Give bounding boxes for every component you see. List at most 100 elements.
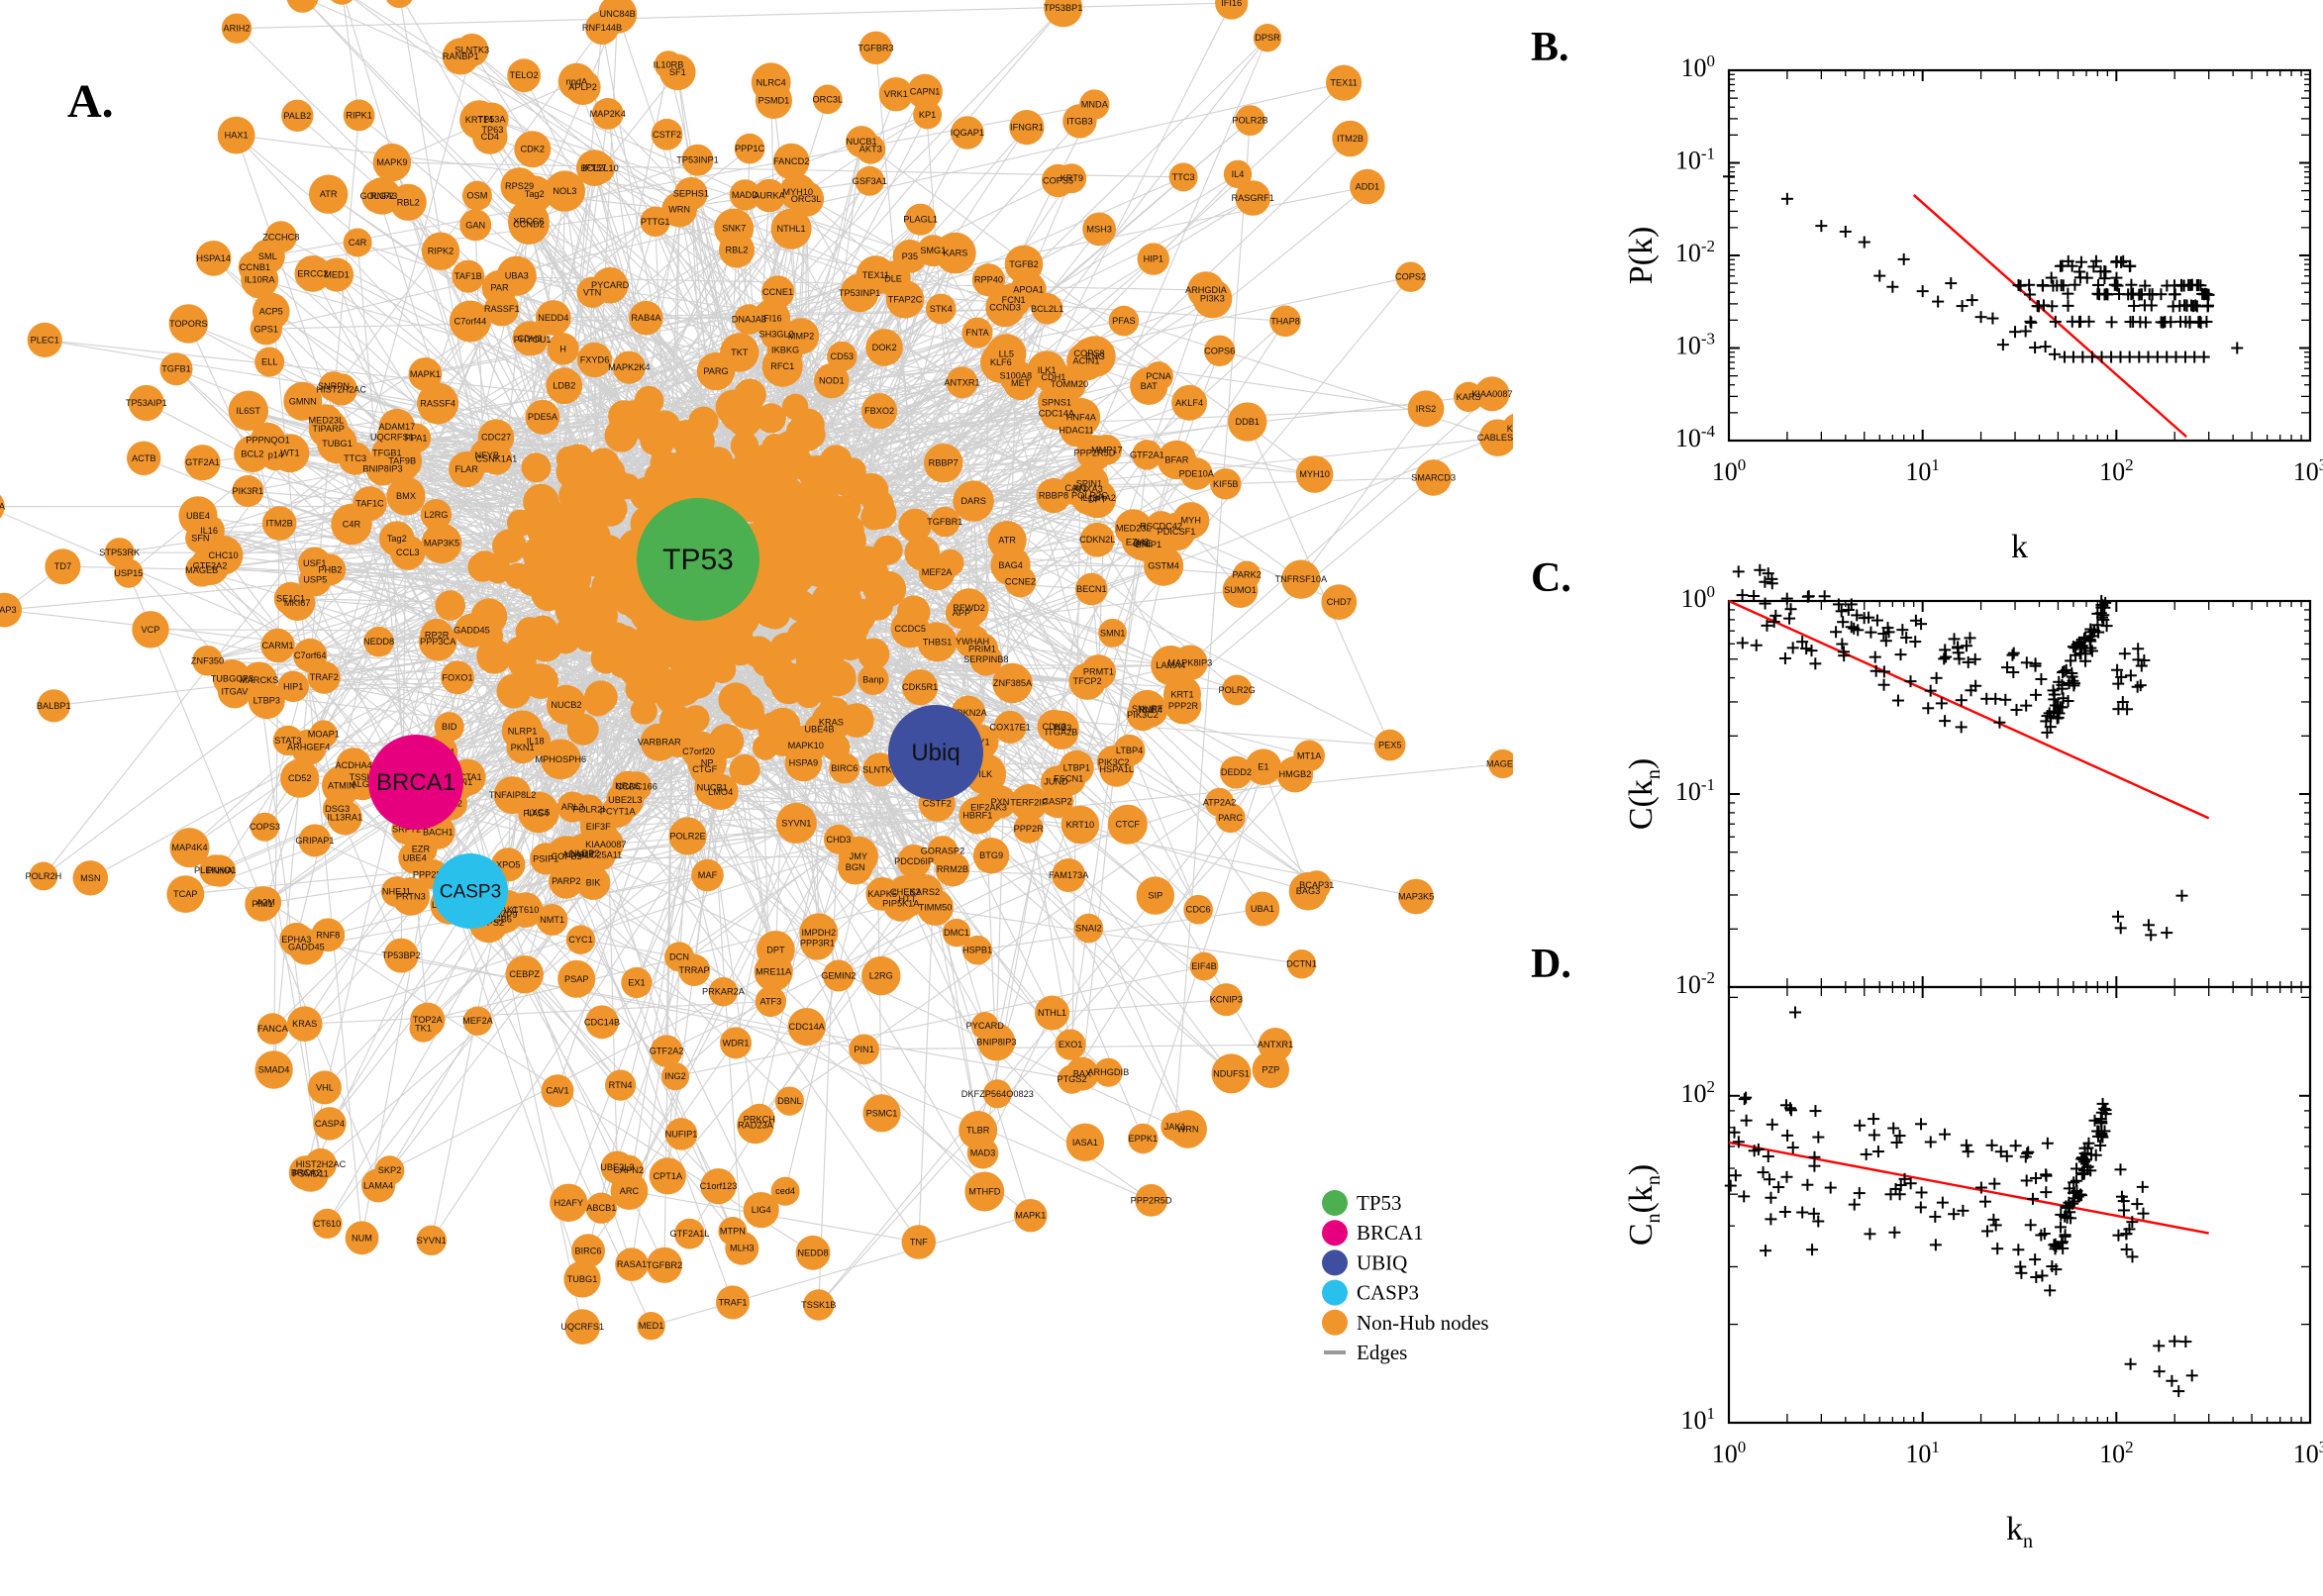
- svg-text:TUBGCP3: TUBGCP3: [211, 674, 253, 684]
- svg-text:SNK7: SNK7: [722, 224, 746, 234]
- svg-text:MTPN: MTPN: [720, 1227, 746, 1237]
- svg-text:ACTB: ACTB: [132, 453, 156, 463]
- svg-text:WRN: WRN: [668, 205, 690, 215]
- svg-text:EZR: EZR: [412, 844, 431, 853]
- svg-text:MAP3K5: MAP3K5: [1398, 892, 1434, 902]
- svg-text:COPS3: COPS3: [250, 822, 280, 832]
- svg-text:HMGB2: HMGB2: [1279, 769, 1312, 779]
- svg-text:DPSR: DPSR: [1255, 33, 1280, 43]
- svg-text:MAP4K4: MAP4K4: [171, 843, 207, 852]
- svg-text:TRAF2: TRAF2: [310, 672, 339, 682]
- svg-text:FCN1: FCN1: [1002, 295, 1026, 305]
- svg-text:CYC1: CYC1: [568, 935, 593, 945]
- svg-text:RASA1: RASA1: [617, 1259, 647, 1269]
- svg-text:HIP1: HIP1: [1144, 254, 1163, 264]
- svg-text:GRIPAP1: GRIPAP1: [295, 836, 334, 846]
- svg-text:COPS6: COPS6: [1204, 346, 1235, 355]
- svg-text:ATR: ATR: [998, 536, 1016, 546]
- svg-text:TTC3: TTC3: [1172, 172, 1195, 182]
- svg-text:100: 100: [1712, 455, 1747, 486]
- svg-text:100: 100: [1712, 1438, 1747, 1468]
- svg-text:EPPK1: EPPK1: [1128, 1134, 1158, 1144]
- svg-text:C7orf64: C7orf64: [294, 650, 327, 660]
- svg-text:PIK3C2: PIK3C2: [1127, 710, 1159, 720]
- svg-text:UBE4: UBE4: [403, 852, 427, 862]
- svg-text:CD53: CD53: [831, 351, 855, 361]
- svg-text:CT610: CT610: [314, 1219, 342, 1229]
- svg-text:LYCS: LYCS: [527, 807, 550, 817]
- svg-text:MEF2A: MEF2A: [462, 1016, 494, 1026]
- svg-text:GORASP2: GORASP2: [921, 847, 964, 856]
- svg-text:DCTN1: DCTN1: [1286, 959, 1317, 969]
- svg-text:TP53INP1: TP53INP1: [839, 288, 880, 298]
- svg-text:BRIP1: BRIP1: [1136, 540, 1162, 549]
- svg-text:PSMD11: PSMD11: [293, 1169, 329, 1179]
- svg-text:PSAP: PSAP: [564, 974, 589, 984]
- svg-text:k: k: [2011, 529, 2028, 565]
- svg-text:CHC10: CHC10: [209, 550, 239, 560]
- svg-text:STP53RK: STP53RK: [99, 548, 141, 557]
- svg-text:LTBP4: LTBP4: [1116, 746, 1143, 755]
- svg-text:TLBR: TLBR: [966, 1126, 990, 1136]
- svg-text:TELO2: TELO2: [510, 70, 539, 80]
- svg-text:MRE11A: MRE11A: [756, 967, 792, 977]
- svg-text:SEPHS1: SEPHS1: [673, 189, 709, 199]
- svg-text:H2AFY: H2AFY: [554, 1198, 583, 1208]
- svg-text:ARC: ARC: [620, 1186, 640, 1196]
- svg-text:PDE5A: PDE5A: [528, 412, 558, 422]
- svg-text:BAX: BAX: [1073, 1069, 1091, 1079]
- svg-text:RAB4A: RAB4A: [631, 313, 661, 323]
- svg-text:KRT1: KRT1: [1170, 689, 1193, 699]
- svg-text:CCND2: CCND2: [513, 219, 545, 229]
- svg-text:USP5: USP5: [303, 575, 327, 585]
- svg-text:IL13RA1: IL13RA1: [327, 813, 362, 823]
- svg-text:NOL3: NOL3: [553, 186, 576, 196]
- svg-text:LAMA4: LAMA4: [363, 1180, 393, 1190]
- svg-text:RASSF1: RASSF1: [484, 304, 520, 314]
- svg-text:APOA1: APOA1: [1013, 285, 1044, 295]
- svg-text:FANCD2: FANCD2: [773, 156, 809, 166]
- svg-text:AURKA: AURKA: [754, 191, 786, 201]
- svg-text:YWHAH: YWHAH: [956, 637, 989, 647]
- svg-text:102: 102: [2099, 1438, 2134, 1468]
- svg-text:FBXO2: FBXO2: [864, 406, 894, 416]
- svg-text:TKT: TKT: [731, 348, 749, 357]
- svg-text:PPA1: PPA1: [405, 434, 428, 444]
- svg-text:PSMD1: PSMD1: [758, 95, 790, 105]
- svg-text:RNF8: RNF8: [316, 930, 340, 940]
- svg-text:PARK2: PARK2: [1232, 570, 1261, 580]
- svg-text:RASSF4: RASSF4: [420, 399, 455, 409]
- svg-text:DPT: DPT: [766, 945, 785, 954]
- svg-text:ILK1: ILK1: [1038, 365, 1057, 375]
- svg-text:L2RG: L2RG: [424, 510, 448, 520]
- svg-text:LL5: LL5: [999, 349, 1014, 359]
- svg-text:CASP3: CASP3: [440, 881, 501, 902]
- svg-text:100: 100: [1681, 51, 1716, 82]
- svg-text:SYVN1: SYVN1: [781, 818, 811, 828]
- svg-text:DLE: DLE: [884, 273, 902, 283]
- svg-text:SML: SML: [258, 251, 277, 261]
- svg-text:MEF2A: MEF2A: [922, 567, 954, 577]
- svg-text:TGFBR2: TGFBR2: [647, 1260, 682, 1270]
- svg-text:TIMM50: TIMM50: [919, 903, 953, 913]
- svg-text:CDK2: CDK2: [521, 145, 546, 154]
- svg-text:ITM2B: ITM2B: [1337, 134, 1364, 144]
- svg-text:AKLF4: AKLF4: [1175, 398, 1203, 408]
- svg-text:PPPNQO1: PPPNQO1: [246, 436, 289, 446]
- svg-text:MLH3: MLH3: [730, 1244, 755, 1253]
- svg-text:TERF2IP: TERF2IP: [1010, 798, 1048, 808]
- svg-text:IL6ST: IL6ST: [237, 406, 261, 416]
- svg-text:TD7: TD7: [54, 561, 71, 571]
- svg-text:PLEC1: PLEC1: [31, 335, 59, 345]
- svg-text:UBE4: UBE4: [186, 511, 210, 521]
- svg-text:BIK: BIK: [586, 878, 602, 888]
- svg-text:TP53: TP53: [662, 544, 734, 576]
- svg-text:ORC3L: ORC3L: [812, 94, 843, 104]
- svg-text:PRMT1: PRMT1: [1083, 667, 1114, 677]
- svg-text:ARHGDIB: ARHGDIB: [1087, 1067, 1129, 1077]
- svg-text:KARS: KARS: [943, 249, 967, 258]
- svg-text:PAR: PAR: [490, 283, 509, 293]
- svg-text:DOK2: DOK2: [872, 343, 897, 352]
- svg-text:ZNF385A: ZNF385A: [993, 678, 1033, 688]
- svg-text:SKP2: SKP2: [378, 1165, 402, 1175]
